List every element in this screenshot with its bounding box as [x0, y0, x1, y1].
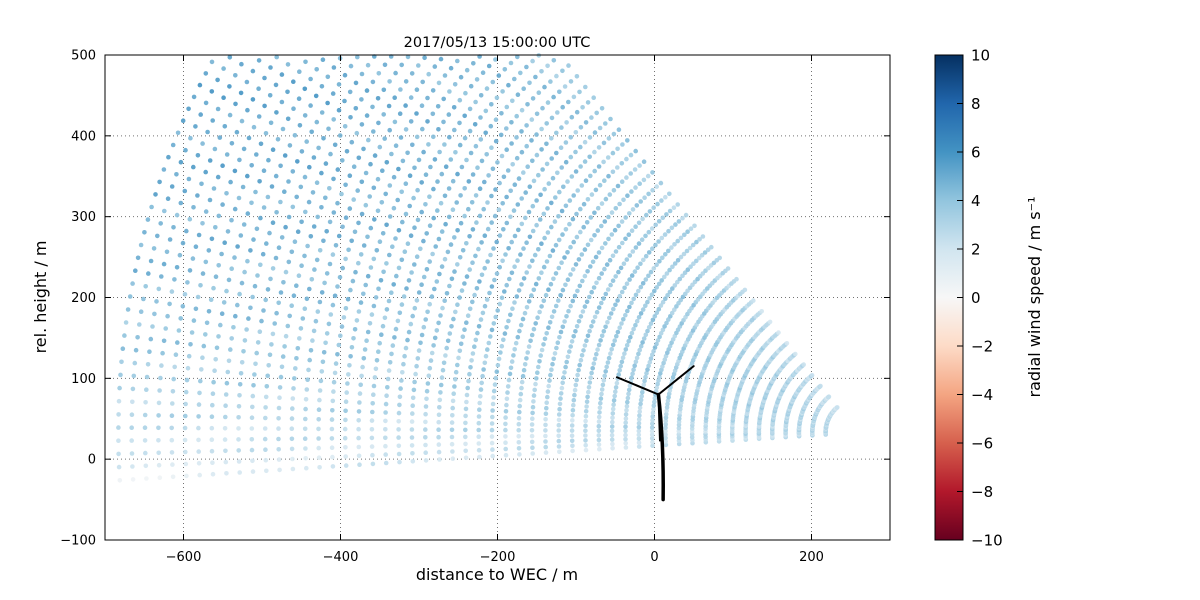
- y-tick-label: 500: [71, 49, 96, 64]
- y-tick-label: 200: [71, 291, 96, 306]
- colorbar-tick-label: 8: [971, 95, 981, 113]
- wind-turbine-icon: [615, 365, 695, 502]
- colorbar-label: radial wind speed / m s⁻¹: [1025, 197, 1044, 398]
- colorbar-tick-label: −4: [971, 386, 993, 404]
- colorbar-tick-label: 10: [971, 47, 990, 65]
- grid-lines: [105, 54, 890, 541]
- x-tick-label: −400: [323, 550, 359, 565]
- x-tick-label: −200: [480, 550, 516, 565]
- y-tick-label: −100: [60, 534, 96, 549]
- colorbar-tick-label: 6: [971, 144, 981, 162]
- colorbar-tick-label: −10: [971, 532, 1003, 550]
- colorbar-tick-label: −8: [971, 483, 993, 501]
- axis-ticks: [105, 54, 890, 541]
- colorbar-tick-label: 4: [971, 192, 981, 210]
- y-tick-label: 400: [71, 129, 96, 144]
- colorbar-tick-label: 2: [971, 241, 981, 259]
- colorbar-tick-label: −2: [971, 338, 993, 356]
- x-axis-label: distance to WEC / m: [416, 565, 578, 584]
- x-tick-label: −600: [166, 550, 202, 565]
- y-tick-label: 0: [88, 453, 96, 468]
- colorbar-tick-label: 0: [971, 289, 981, 307]
- colorbar-tick-label: −6: [971, 435, 993, 453]
- plot-title: 2017/05/13 15:00:00 UTC: [404, 35, 591, 51]
- scatter-points: [116, 53, 840, 483]
- y-tick-label: 100: [71, 372, 96, 387]
- x-tick-label: 0: [650, 550, 658, 565]
- x-tick-label: 200: [799, 550, 824, 565]
- y-axis-label: rel. height / m: [31, 241, 50, 354]
- y-tick-label: 300: [71, 210, 96, 225]
